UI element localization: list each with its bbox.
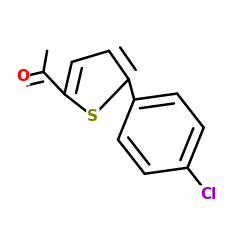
Text: S: S xyxy=(87,109,98,124)
Text: O: O xyxy=(16,69,29,84)
Text: Cl: Cl xyxy=(200,186,216,202)
